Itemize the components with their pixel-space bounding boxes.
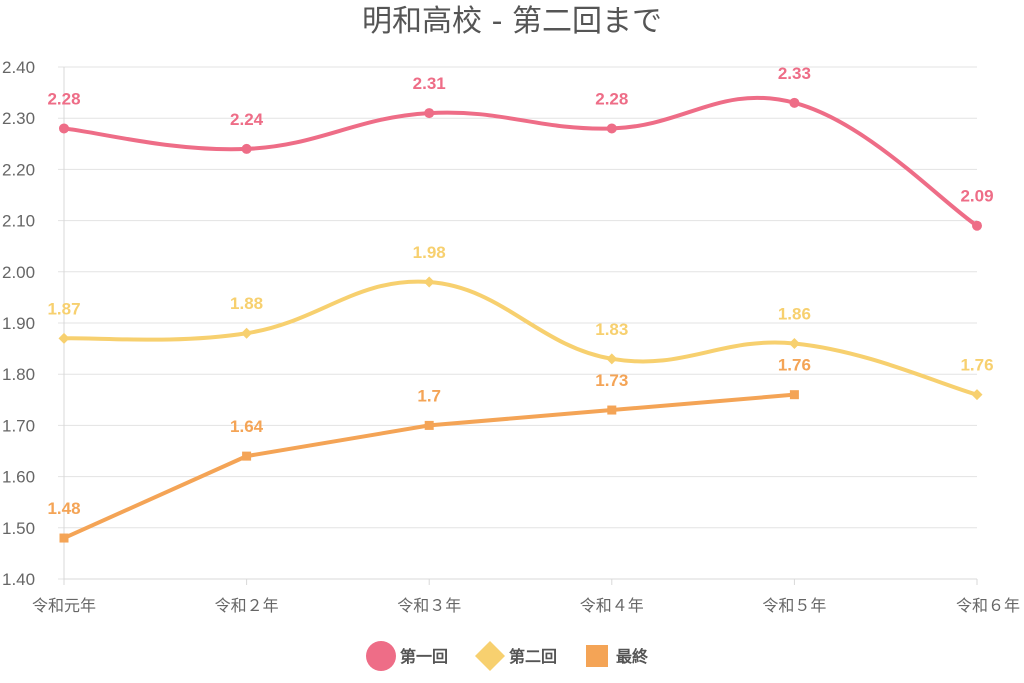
data-label: 1.7: [417, 386, 441, 405]
legend[interactable]: 第一回 第二回 最終: [366, 641, 649, 671]
legend-item-1[interactable]: 第一回: [366, 641, 448, 671]
data-point: [972, 220, 982, 231]
y-tick-label: 2.30: [2, 109, 35, 128]
data-label: 1.98: [413, 243, 446, 262]
legend-label: 第一回: [400, 647, 448, 666]
data-label: 1.86: [778, 304, 811, 323]
x-tick-label: 令和６年: [956, 596, 1020, 615]
data-point: [59, 533, 69, 543]
series-2: [58, 276, 983, 401]
data-point: [59, 123, 69, 134]
y-tick-label: 2.40: [2, 58, 35, 77]
data-label: 2.31: [413, 74, 446, 93]
legend-circle-icon: [366, 641, 396, 671]
data-label: 2.24: [230, 110, 264, 129]
data-label: 1.76: [960, 356, 993, 375]
y-tick-label: 1.50: [2, 519, 35, 538]
data-label: 1.64: [230, 417, 264, 436]
data-point: [971, 389, 983, 401]
data-point: [789, 97, 800, 108]
data-label: 2.28: [47, 89, 80, 108]
legend-item-2[interactable]: 第二回: [475, 641, 557, 671]
y-tick-label: 2.20: [2, 160, 35, 179]
y-tick-label: 1.80: [2, 365, 35, 384]
data-point: [242, 451, 252, 461]
data-labels: 2.28 2.24 2.31 2.28 2.33 2.09 1.87 1.88 1.98 1.83…: [47, 64, 993, 518]
grid-lines: [58, 66, 977, 580]
data-label: 1.83: [595, 320, 628, 339]
x-tick-label: 令和５年: [762, 596, 826, 615]
data-point: [789, 390, 799, 400]
x-tick-label: 令和元年: [32, 596, 96, 615]
data-point: [423, 276, 435, 288]
series-line: [62, 95, 979, 228]
data-point: [607, 405, 617, 415]
data-point: [424, 420, 434, 430]
series-lines: [58, 95, 983, 543]
y-tick-label: 2.00: [2, 263, 35, 282]
data-point: [424, 108, 435, 119]
legend-label: 第二回: [509, 647, 557, 666]
y-tick-label: 1.40: [2, 570, 35, 589]
series-3: [59, 390, 799, 543]
axes: 1.40 1.50 1.60 1.70 1.80 1.90 2.00 2.10 2.20 2.30…: [2, 58, 1020, 615]
data-point: [606, 353, 618, 365]
legend-label: 最終: [616, 647, 649, 666]
data-label: 2.28: [595, 89, 628, 108]
data-label: 1.48: [47, 499, 80, 518]
y-tick-label: 1.70: [2, 416, 35, 435]
data-point: [241, 327, 253, 339]
legend-diamond-icon: [475, 641, 505, 671]
data-label: 1.76: [778, 356, 811, 375]
data-label: 1.88: [230, 294, 263, 313]
data-label: 2.33: [778, 64, 811, 83]
chart-title: 明和高校 - 第二回まで: [362, 4, 662, 39]
series-line: [62, 279, 979, 397]
data-point: [241, 143, 252, 154]
data-label: 1.73: [595, 371, 628, 390]
x-tick-label: 令和４年: [580, 596, 644, 615]
data-label: 2.09: [960, 187, 993, 206]
series-line: [62, 392, 797, 541]
y-tick-label: 2.10: [2, 212, 35, 231]
data-point: [788, 337, 800, 349]
y-tick-label: 1.90: [2, 314, 35, 333]
y-tick-label: 1.60: [2, 468, 35, 487]
x-tick-label: 令和２年: [215, 596, 279, 615]
data-point: [606, 123, 617, 134]
data-point: [58, 332, 70, 344]
legend-square-icon: [586, 645, 608, 667]
series-1: [59, 95, 982, 231]
data-label: 1.87: [47, 299, 80, 318]
x-tick-label: 令和３年: [397, 596, 461, 615]
legend-item-3[interactable]: 最終: [586, 645, 649, 667]
